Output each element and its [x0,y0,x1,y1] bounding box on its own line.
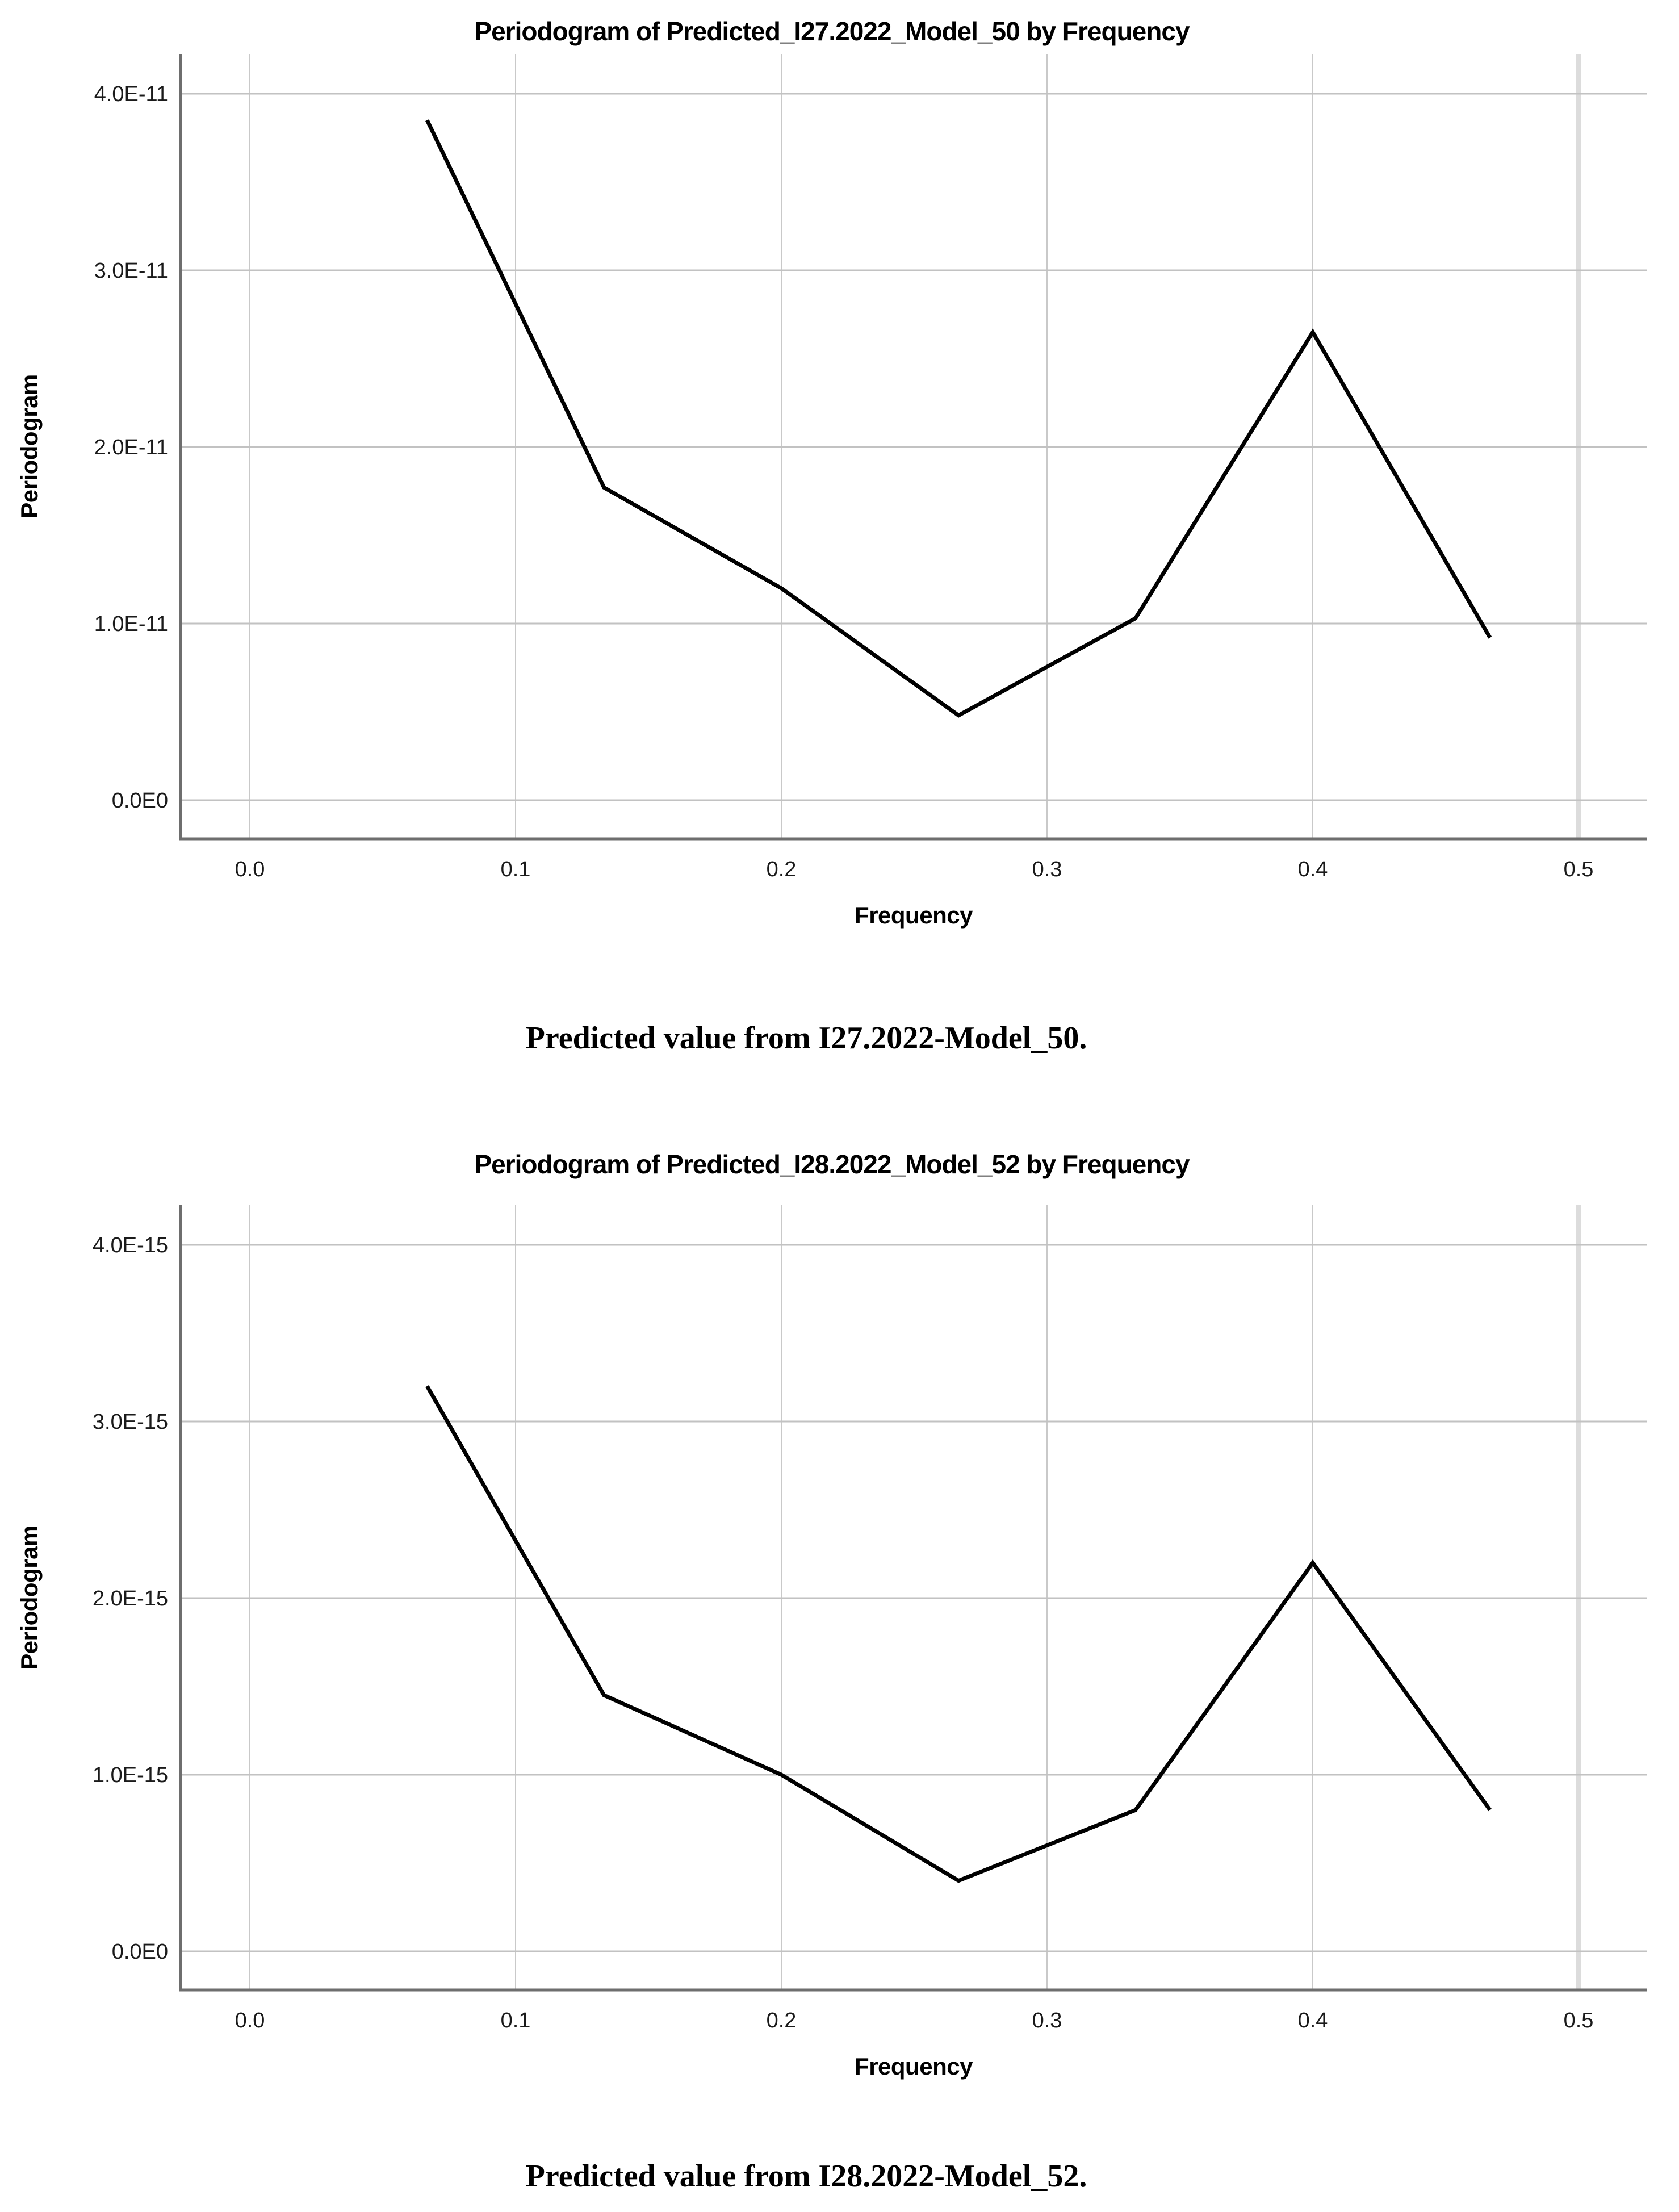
y-tick-label: 4.0E-15 [93,1233,168,1257]
data-polyline [425,1385,1492,1883]
figure-caption-1: Predicted value from I27.2022-Model_50. [525,1021,1087,1056]
x-tick-label: 0.3 [1032,858,1062,881]
periodogram-plot-2: 0.0 0.1 0.2 0.3 0.4 0.5 0.0E0 1.0E-15 2.0E-15 3.0… [0,1205,1679,2052]
x-tick-label: 0.4 [1298,858,1328,881]
x-tick-label: 0.2 [767,2009,797,2033]
y-tick-label: 1.0E-11 [94,612,168,636]
periodogram-plot-1: 0.0 0.1 0.2 0.3 0.4 0.5 0.0E0 1.0E-11 2.0E-11 3.0… [0,54,1679,901]
y-axis-title-1: Periodogram [16,374,43,518]
x-axis-title-2: Frequency [855,2053,973,2080]
x-tick-label: 0.1 [501,2009,531,2033]
chart-title-1: Periodogram of Predicted_I27.2022_Model_… [474,16,1190,46]
y-tick-label: 2.0E-11 [94,436,168,459]
data-polyline [425,119,1492,718]
x-axis-title-1: Frequency [855,902,973,929]
y-axis-title-2: Periodogram [16,1525,43,1670]
y-tick-label: 0.0E0 [112,1940,168,1964]
y-tick-label: 0.0E0 [112,789,168,813]
x-tick-label: 0.5 [1564,858,1594,881]
x-tick-label: 0.1 [501,858,531,881]
y-tick-label: 3.0E-11 [94,259,168,283]
x-tick-label: 0.5 [1564,2009,1594,2033]
x-tick-label: 0.2 [767,858,797,881]
x-tick-label: 0.0 [235,858,265,881]
y-tick-label: 1.0E-15 [93,1763,168,1787]
figure-caption-2: Predicted value from I28.2022-Model_52. [525,2159,1087,2194]
y-tick-label: 2.0E-15 [93,1587,168,1611]
x-tick-label: 0.4 [1298,2009,1328,2033]
chart-canvas: 0.0 0.1 0.2 0.3 0.4 0.5 0.0E0 1.0E-11 2.0E-11 3.0… [94,54,1647,881]
x-tick-label: 0.3 [1032,2009,1062,2033]
y-tick-label: 4.0E-11 [94,82,168,106]
x-tick-label: 0.0 [235,2009,265,2033]
y-tick-label: 3.0E-15 [93,1410,168,1434]
chart-title-2: Periodogram of Predicted_I28.2022_Model_… [474,1149,1190,1179]
chart-canvas: 0.0 0.1 0.2 0.3 0.4 0.5 0.0E0 1.0E-15 2.0E-15 3.0… [93,1205,1647,2033]
